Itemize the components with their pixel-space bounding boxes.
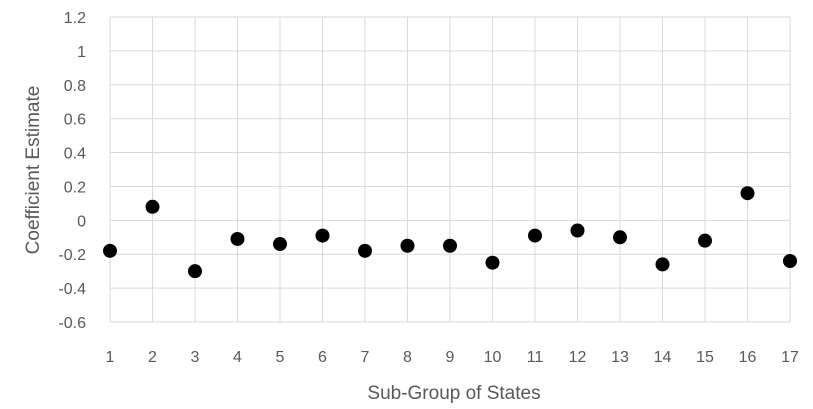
data-point [230, 231, 245, 246]
data-point [188, 264, 202, 279]
x-tick-label: 10 [484, 349, 502, 366]
data-point [655, 257, 670, 272]
x-tick-label: 17 [781, 349, 799, 366]
y-tick-label: 0.6 [64, 112, 86, 129]
x-tick-label: 6 [318, 349, 327, 366]
data-point [570, 223, 585, 238]
data-point [145, 199, 160, 214]
data-point [485, 255, 500, 270]
x-tick-label: 1 [106, 349, 115, 366]
data-point [783, 254, 797, 268]
y-tick-label: 0 [77, 213, 86, 230]
y-axis-tick-labels: 1.2 1 0.8 0.6 0.4 0.2 0 -0.2 -0.4 -0.6 [58, 10, 86, 332]
data-point [613, 230, 627, 245]
x-tick-label: 8 [403, 349, 412, 366]
x-tick-label: 11 [527, 349, 544, 366]
data-point [698, 233, 712, 248]
y-tick-label: 0.2 [64, 179, 86, 196]
horizontal-gridlines [110, 16, 790, 323]
y-tick-label: -0.6 [58, 315, 86, 332]
data-point [103, 243, 117, 258]
data-point [400, 238, 415, 253]
x-tick-label: 12 [569, 349, 587, 366]
data-point [740, 186, 755, 201]
x-axis-tick-labels: 1 2 3 4 5 6 7 8 9 10 11 12 13 14 15 16 17 [106, 349, 799, 366]
vertical-gridlines [109, 17, 791, 322]
y-tick-label: 0.8 [64, 78, 86, 95]
x-axis-title: Sub-Group of States [367, 383, 540, 404]
y-axis-title: Coefficient Estimate [23, 86, 44, 255]
x-tick-label: 14 [654, 349, 672, 366]
y-tick-label: -0.2 [58, 247, 86, 264]
x-tick-label: 9 [446, 349, 455, 366]
x-tick-label: 5 [276, 349, 285, 366]
y-tick-label: -0.4 [58, 281, 86, 298]
x-tick-label: 15 [696, 349, 714, 366]
x-tick-label: 13 [611, 349, 629, 366]
y-tick-label: 0.4 [64, 146, 86, 163]
data-point [528, 228, 542, 243]
y-tick-label: 1 [77, 44, 86, 61]
data-point [443, 238, 457, 253]
x-tick-label: 4 [233, 349, 242, 366]
x-tick-label: 7 [361, 349, 370, 366]
x-tick-label: 3 [191, 349, 200, 366]
x-tick-label: 16 [739, 349, 757, 366]
data-points [103, 186, 797, 279]
data-point [358, 243, 372, 258]
y-tick-label: 1.2 [64, 10, 86, 27]
data-point [315, 228, 330, 243]
x-tick-label: 2 [148, 349, 157, 366]
data-point [273, 237, 287, 252]
